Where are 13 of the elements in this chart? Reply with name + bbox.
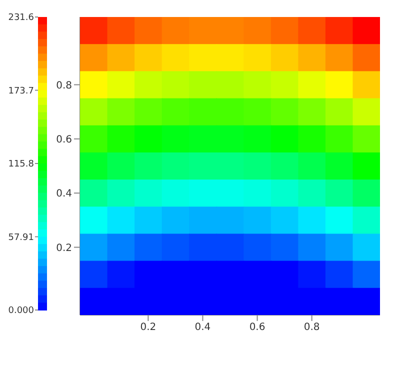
- color-bar-label: 0.000: [8, 306, 34, 316]
- x-tick-label: 0.6: [249, 322, 266, 334]
- y-tick-label: 0.8: [56, 80, 72, 92]
- color-bar-label: 57.91: [8, 232, 34, 243]
- x-tick-label: 0.8: [304, 322, 320, 334]
- color-bar-label: 231.6: [8, 13, 34, 24]
- color-bar-label: 173.7: [8, 86, 34, 96]
- y-tick-label: 0.6: [56, 134, 72, 146]
- color-bar-label: 115.8: [8, 160, 34, 170]
- x-tick-label: 0.2: [140, 322, 156, 334]
- y-tick-label: 0.4: [56, 188, 72, 200]
- y-tick-label: 0.2: [56, 242, 72, 254]
- x-tick-label: 0.4: [194, 322, 211, 334]
